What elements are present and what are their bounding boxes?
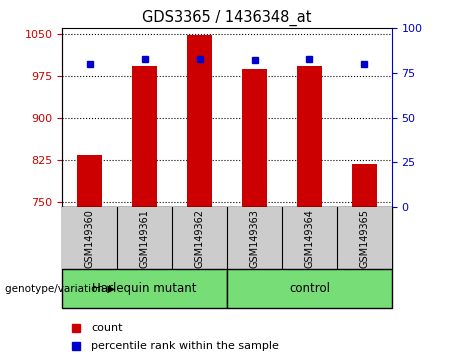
Bar <box>187 35 212 207</box>
Text: count: count <box>91 322 123 332</box>
Title: GDS3365 / 1436348_at: GDS3365 / 1436348_at <box>142 9 312 25</box>
Bar <box>132 66 157 207</box>
Text: GSM149361: GSM149361 <box>140 209 150 268</box>
Text: GSM149362: GSM149362 <box>195 209 205 268</box>
Text: genotype/variation ▶: genotype/variation ▶ <box>5 284 115 293</box>
Bar <box>172 207 227 269</box>
Text: GSM149364: GSM149364 <box>304 209 314 268</box>
Bar <box>227 207 282 269</box>
Bar <box>62 207 117 269</box>
Bar <box>117 207 172 269</box>
Bar <box>77 155 102 207</box>
Bar <box>352 164 377 207</box>
Bar <box>337 207 392 269</box>
Bar <box>227 269 392 308</box>
Text: GSM149365: GSM149365 <box>360 209 369 268</box>
Text: GSM149363: GSM149363 <box>249 209 260 268</box>
Bar <box>297 66 322 207</box>
Text: control: control <box>289 282 330 295</box>
Bar <box>62 269 227 308</box>
Bar <box>242 69 267 207</box>
Text: Harlequin mutant: Harlequin mutant <box>92 282 197 295</box>
Text: percentile rank within the sample: percentile rank within the sample <box>91 341 279 351</box>
Bar <box>282 207 337 269</box>
Text: GSM149360: GSM149360 <box>85 209 95 268</box>
